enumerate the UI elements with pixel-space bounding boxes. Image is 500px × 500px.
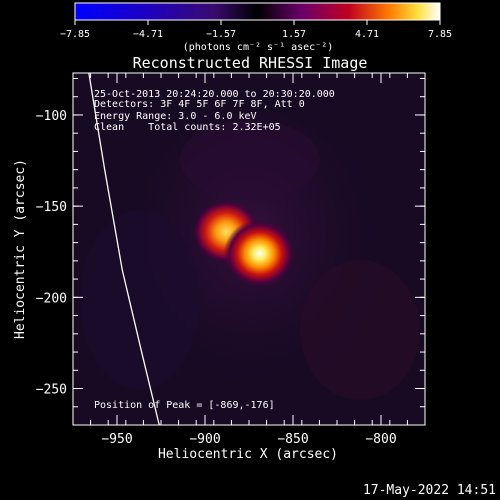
annotation-detectors: Detectors: 3F 4F 5F 6F 7F 8F, Att 0: [94, 99, 305, 110]
colorbar-tick-label: −4.71: [133, 29, 163, 40]
solar-limb: [88, 73, 160, 425]
x-tick-label: −950: [101, 432, 132, 447]
colorbar-tick-label: 7.85: [428, 29, 452, 40]
colorbar-frame: [74, 2, 441, 21]
colorbar-tick-label: −1.57: [206, 29, 236, 40]
annotation-peak: Position of Peak = [-869,-176]: [94, 400, 275, 411]
annotation-energy: Energy Range: 3.0 - 6.0 keV: [94, 111, 257, 122]
x-tick-label: −800: [365, 432, 396, 447]
annotation-clean: Clean Total counts: 2.32E+05: [94, 122, 281, 133]
colorbar-ticks: −7.85 −4.71 −1.57 1.57 4.71 7.85: [60, 20, 452, 40]
annotation-time: 25-Oct-2013 20:24:20.000 to 20:30:20.000: [94, 89, 335, 100]
colorbar-tick-label: 4.71: [355, 29, 379, 40]
y-tick-label: −250: [36, 383, 67, 398]
x-tick-label: −850: [277, 432, 308, 447]
colorbar-label: (photons cm⁻² s⁻¹ asec⁻²): [183, 42, 334, 53]
colorbar: [75, 3, 440, 20]
x-axis-ticks: −950 −900 −850 −800: [72, 73, 426, 447]
y-tick-label: −150: [36, 200, 67, 215]
x-axis-label: Heliocentric X (arcsec): [158, 447, 338, 462]
colorbar-tick-label: 1.57: [282, 29, 306, 40]
y-tick-label: −200: [36, 291, 67, 306]
x-tick-label: −900: [189, 432, 220, 447]
source-2: [223, 219, 296, 288]
sources: [192, 199, 296, 288]
y-tick-label: −100: [36, 109, 67, 124]
footer-date: 17-May-2022 14:51: [363, 483, 496, 498]
colorbar-tick-label: −7.85: [60, 29, 90, 40]
y-axis-label: Heliocentric Y (arcsec): [13, 159, 28, 339]
chart-title: Reconstructed RHESSI Image: [133, 54, 368, 72]
plot-area: [73, 73, 425, 425]
y-axis-ticks: −100 −150 −200 −250: [36, 77, 425, 426]
